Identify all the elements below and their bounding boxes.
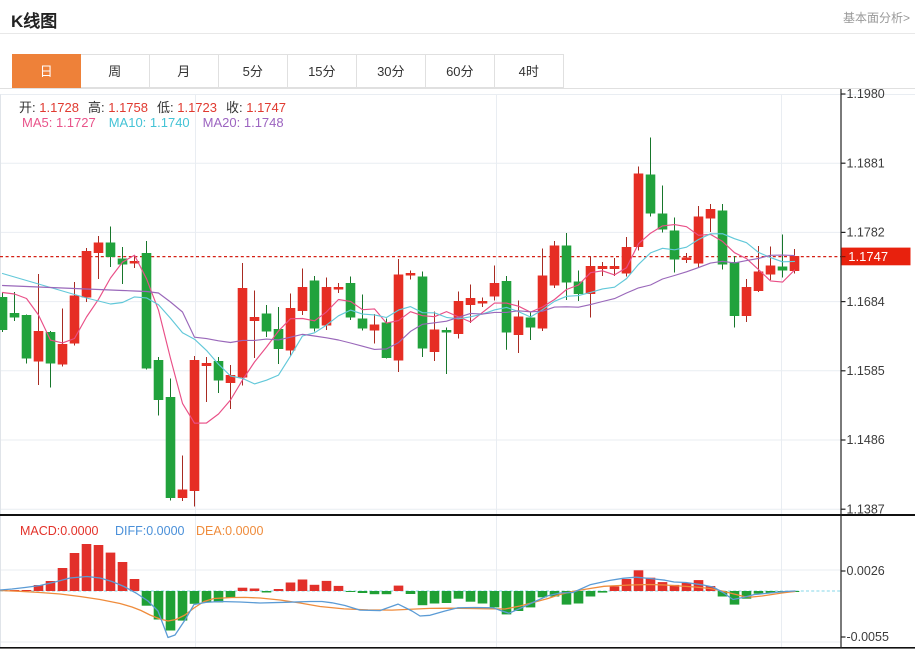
- svg-text:1.1486: 1.1486: [847, 433, 885, 447]
- svg-text:1.1747: 1.1747: [848, 249, 888, 264]
- svg-text:-0.0055: -0.0055: [847, 630, 889, 644]
- svg-text:0.0026: 0.0026: [847, 564, 885, 578]
- svg-text:1.1980: 1.1980: [847, 87, 885, 101]
- svg-text:1.1684: 1.1684: [847, 295, 885, 309]
- svg-text:1.1782: 1.1782: [847, 226, 885, 240]
- svg-text:1.1881: 1.1881: [847, 156, 885, 170]
- svg-text:1.1585: 1.1585: [847, 364, 885, 378]
- svg-text:1.1387: 1.1387: [847, 502, 885, 516]
